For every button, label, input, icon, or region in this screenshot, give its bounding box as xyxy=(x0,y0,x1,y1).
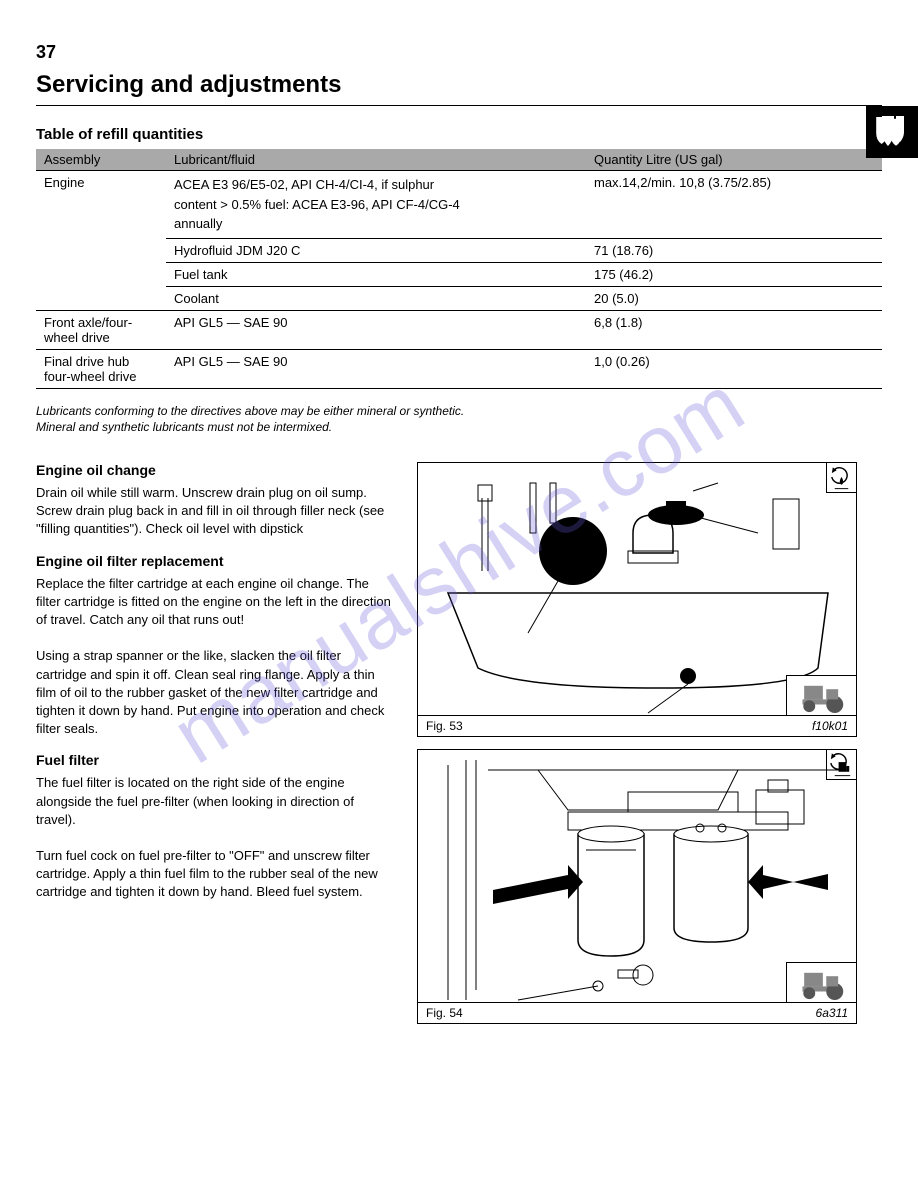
table-col-qty: Quantity Litre (US gal) xyxy=(586,149,882,171)
cell-qty: 175 (46.2) xyxy=(586,262,882,286)
cell-lubricant: Fuel tank xyxy=(166,262,586,286)
cell-lubricant: API GL5 — SAE 90 xyxy=(166,310,586,349)
para-oil-filter: Replace the filter cartridge at each eng… xyxy=(36,575,391,739)
heading-oil-filter: Engine oil filter replacement xyxy=(36,553,391,569)
cell-qty: 71 (18.76) xyxy=(586,238,882,262)
page-number: 37 xyxy=(36,42,882,63)
cell-lubricant: ACEA E3 96/E5-02, API CH-4/CI-4, if sulp… xyxy=(166,171,586,239)
section-title: Servicing and adjustments xyxy=(36,71,882,99)
cell-qty: max.14,2/min. 10,8 (3.75/2.85) xyxy=(586,171,882,239)
heading-fuel-filter: Fuel filter xyxy=(36,752,391,768)
badge-oil-change-icon xyxy=(826,463,856,493)
cell-lubricant: API GL5 — SAE 90 xyxy=(166,349,586,388)
table-col-lubricant: Lubricant/fluid xyxy=(166,149,586,171)
cell-lubricant: Coolant xyxy=(166,286,586,310)
para-engine-oil: Drain oil while still warm. Unscrew drai… xyxy=(36,484,391,539)
refill-table: Assembly Lubricant/fluid Quantity Litre … xyxy=(36,149,882,389)
cell-assembly: Final drive hub four-wheel drive xyxy=(36,349,166,388)
badge-tractor-icon xyxy=(786,962,856,1002)
cell-qty: 20 (5.0) xyxy=(586,286,882,310)
table-col-assembly: Assembly xyxy=(36,149,166,171)
top-rule xyxy=(36,105,882,106)
badge-fuel-icon xyxy=(826,750,856,780)
figure-54: Fig. 54 6a311 xyxy=(417,749,857,1024)
cell-qty: 1,0 (0.26) xyxy=(586,349,882,388)
badge-tractor-icon xyxy=(786,675,856,715)
table-note: Lubricants conforming to the directives … xyxy=(36,403,882,437)
table-row: Final drive hub four-wheel drive API GL5… xyxy=(36,349,882,388)
fig-label: Fig. 53 xyxy=(426,719,463,733)
cell-qty: 6,8 (1.8) xyxy=(586,310,882,349)
cell-assembly: Engine xyxy=(36,171,166,311)
fig-label: Fig. 54 xyxy=(426,1006,463,1020)
fig-code: 6a311 xyxy=(816,1006,848,1020)
figure-53: Fig. 53 f10k01 xyxy=(417,462,857,737)
table-row: Front axle/four-wheel drive API GL5 — SA… xyxy=(36,310,882,349)
section-icon xyxy=(866,106,918,158)
cell-lubricant: Hydrofluid JDM J20 C xyxy=(166,238,586,262)
cell-assembly: Front axle/four-wheel drive xyxy=(36,310,166,349)
table-title: Table of refill quantities xyxy=(36,126,882,143)
para-fuel-filter: The fuel filter is located on the right … xyxy=(36,774,391,901)
fig-code: f10k01 xyxy=(812,719,848,733)
table-row: Engine ACEA E3 96/E5-02, API CH-4/CI-4, … xyxy=(36,171,882,239)
heading-engine-oil: Engine oil change xyxy=(36,462,391,478)
